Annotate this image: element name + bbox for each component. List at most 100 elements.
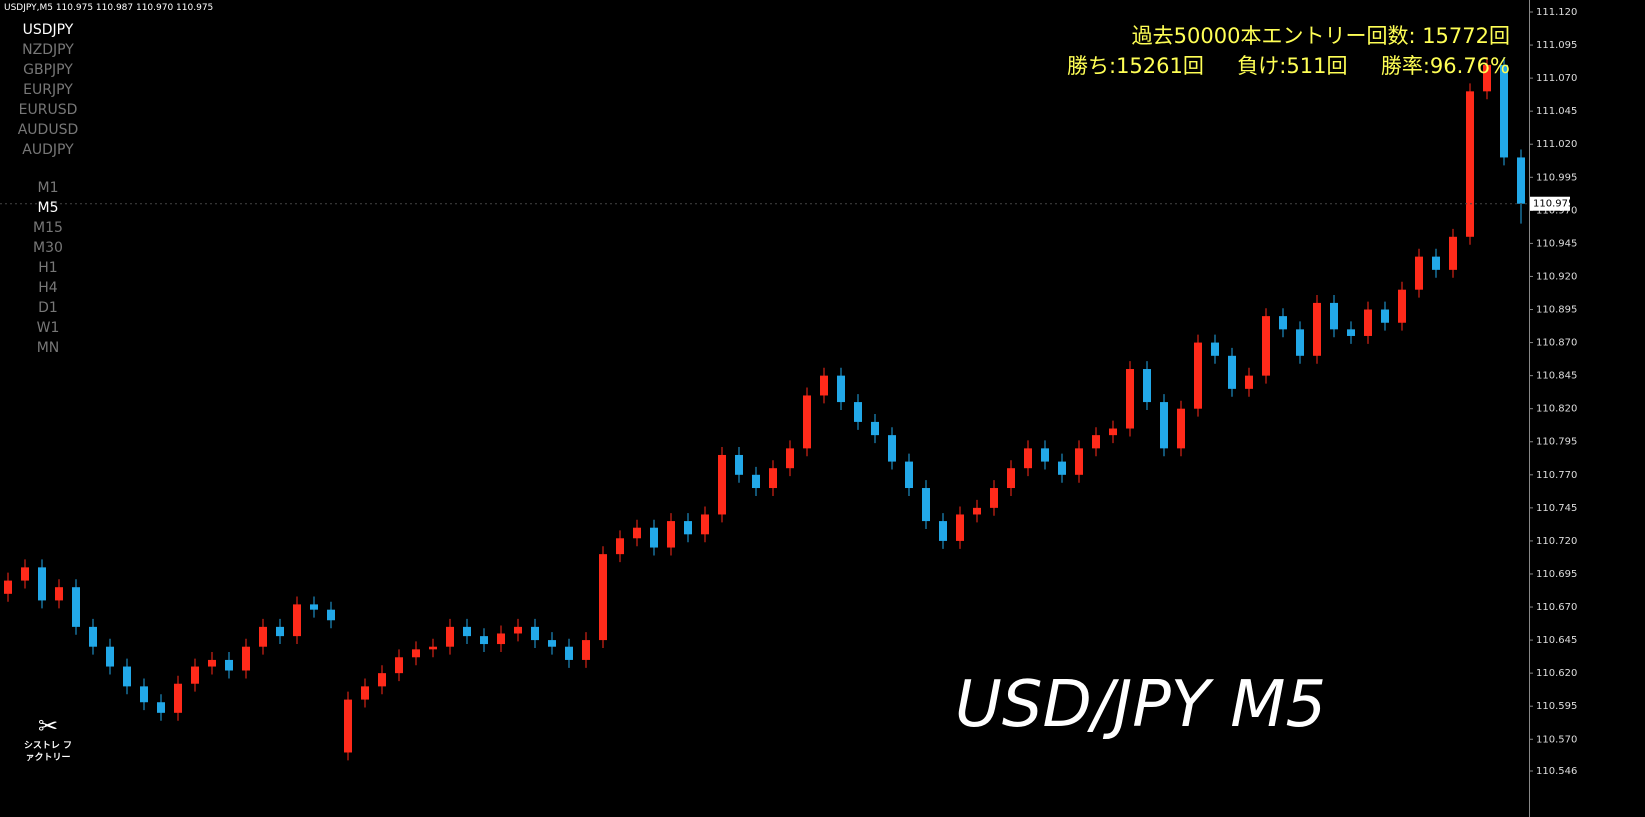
y-tick-label: 110.620	[1536, 668, 1577, 679]
candle-body	[1075, 448, 1083, 475]
candle-body	[1449, 236, 1457, 270]
candle-body	[1126, 369, 1134, 429]
stats-line: 勝ち:15261回 負け:511回 勝率:96.76%	[1067, 50, 1510, 80]
candle-body	[1500, 64, 1508, 158]
candle-body	[973, 507, 981, 515]
candle-body	[650, 527, 658, 548]
candle-body	[174, 683, 182, 713]
list-item[interactable]: M15	[33, 220, 63, 236]
candle-body	[905, 461, 913, 489]
candle-body	[395, 657, 403, 674]
candle-body	[548, 640, 556, 647]
list-item[interactable]: D1	[38, 300, 58, 316]
candle-body	[769, 468, 777, 489]
candle-body	[1109, 428, 1117, 436]
candle-body	[990, 488, 998, 508]
wins: 勝ち:15261回	[1067, 54, 1204, 78]
losses: 負け:511回	[1237, 54, 1348, 78]
candle-body	[1398, 289, 1406, 323]
candle-body	[140, 686, 148, 703]
current-price-label: 110.975	[1533, 199, 1574, 210]
y-tick-label: 110.695	[1536, 569, 1577, 580]
logo-text: シストレ ファクトリー	[23, 741, 73, 763]
y-tick-label: 111.070	[1536, 73, 1577, 84]
list-item[interactable]: M30	[33, 240, 63, 256]
candle-body	[514, 626, 522, 634]
candle-body	[157, 702, 165, 713]
candle-body	[718, 454, 726, 515]
candle-body	[1296, 329, 1304, 356]
list-item[interactable]: M5	[37, 200, 59, 216]
candle-body	[327, 609, 335, 621]
y-tick-label: 110.945	[1536, 238, 1577, 249]
list-item[interactable]: USDJPY	[22, 22, 74, 38]
y-tick-label: 111.045	[1536, 106, 1577, 117]
candle-body	[1483, 64, 1491, 92]
candle-body	[38, 567, 46, 601]
candle-body	[1194, 342, 1202, 409]
list-item[interactable]: H4	[38, 280, 58, 296]
candle-body	[803, 395, 811, 449]
candle-body	[1381, 309, 1389, 323]
candle-body	[429, 646, 437, 650]
y-tick-label: 110.920	[1536, 271, 1577, 282]
candle-body	[310, 604, 318, 610]
candle-body	[361, 686, 369, 700]
candle-body	[446, 626, 454, 647]
candle-body	[1330, 302, 1338, 330]
candle-body	[582, 640, 590, 660]
candle-body	[1364, 309, 1372, 336]
candle-body	[599, 554, 607, 641]
list-item[interactable]: AUDUSD	[17, 122, 79, 138]
list-item[interactable]: H1	[38, 260, 58, 276]
list-item[interactable]: GBPJPY	[23, 62, 73, 78]
list-item[interactable]: MN	[36, 340, 60, 356]
list-item[interactable]: AUDJPY	[22, 142, 74, 158]
candle-body	[888, 435, 896, 462]
win-rate: 勝率:96.76%	[1380, 54, 1510, 78]
candle-body	[106, 646, 114, 667]
candle-body	[1262, 316, 1270, 376]
candle-body	[259, 626, 267, 647]
candle-body	[89, 626, 97, 647]
y-tick-label: 110.870	[1536, 338, 1577, 349]
y-tick-label: 110.770	[1536, 470, 1577, 481]
list-item[interactable]: W1	[36, 320, 60, 336]
candle-body	[208, 659, 216, 667]
y-tick-label: 110.995	[1536, 172, 1577, 183]
symbol-list: USDJPY NZDJPY GBPJPY EURJPY EURUSD AUDUSD AUDJ…	[10, 20, 86, 160]
y-tick-label: 110.720	[1536, 536, 1577, 547]
candle-body	[4, 580, 12, 594]
candle-body	[854, 402, 862, 422]
list-item[interactable]: EURUSD	[18, 102, 78, 118]
candle-body	[412, 649, 420, 658]
candle-body	[1517, 157, 1525, 204]
candle-body	[1024, 448, 1032, 469]
candle-body	[1211, 342, 1219, 356]
candle-body	[1058, 461, 1066, 475]
candle-body	[344, 699, 352, 753]
candle-body	[55, 587, 63, 601]
y-tick-label: 110.895	[1536, 305, 1577, 316]
y-tick-label: 111.020	[1536, 139, 1577, 150]
candle-body	[531, 626, 539, 641]
candle-body	[1092, 435, 1100, 449]
candle-body	[191, 666, 199, 684]
timeframe-list: M1 M5 M15 M30 H1 H4 D1 W1 MN	[10, 178, 86, 358]
list-item[interactable]: NZDJPY	[22, 42, 74, 58]
candle-body	[242, 646, 250, 671]
list-item[interactable]: EURJPY	[23, 82, 73, 98]
candle-body	[837, 375, 845, 403]
candle-body	[786, 448, 794, 469]
candle-body	[123, 666, 131, 687]
candle-body	[1415, 256, 1423, 290]
candle-body	[871, 421, 879, 436]
header: USDJPY,M5 110.975 110.987 110.970 110.97…	[4, 3, 214, 13]
candle-body	[21, 567, 29, 581]
candle-body	[72, 587, 80, 627]
y-tick-label: 110.546	[1536, 766, 1577, 777]
candle-body	[633, 527, 641, 539]
list-item[interactable]: M1	[37, 180, 59, 196]
